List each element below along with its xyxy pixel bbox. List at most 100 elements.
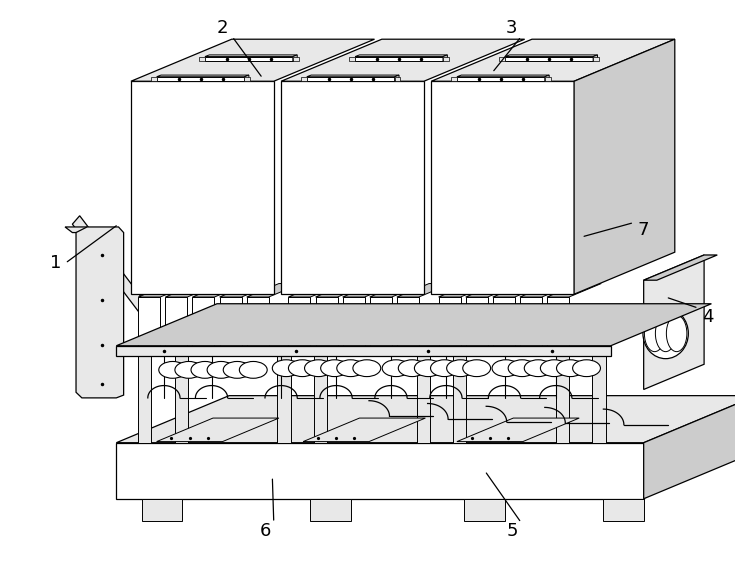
Polygon shape [65,227,94,233]
Polygon shape [138,297,160,353]
Polygon shape [156,77,244,82]
Ellipse shape [556,360,584,376]
Polygon shape [395,78,401,81]
Polygon shape [293,57,299,61]
Ellipse shape [573,360,601,376]
Polygon shape [556,356,569,443]
Polygon shape [644,255,704,389]
Ellipse shape [655,315,676,351]
Polygon shape [349,57,355,61]
Ellipse shape [463,360,491,376]
Polygon shape [220,297,241,353]
Polygon shape [76,227,124,398]
Ellipse shape [524,360,552,376]
Text: 5: 5 [506,522,517,540]
Polygon shape [397,297,418,353]
Polygon shape [457,418,579,441]
Polygon shape [545,78,551,81]
Polygon shape [246,297,269,353]
Polygon shape [117,396,738,443]
Text: 1: 1 [50,254,61,272]
Polygon shape [307,77,395,82]
Polygon shape [193,284,246,297]
Polygon shape [355,55,447,57]
Polygon shape [342,297,365,353]
Polygon shape [165,284,220,297]
Polygon shape [165,297,187,353]
Ellipse shape [239,362,267,378]
Polygon shape [303,418,425,441]
Polygon shape [301,78,307,81]
Text: 3: 3 [506,19,517,37]
Polygon shape [316,297,337,353]
Ellipse shape [207,362,235,378]
Ellipse shape [415,360,442,376]
Polygon shape [506,57,593,61]
Polygon shape [397,284,451,297]
Polygon shape [370,284,424,297]
Polygon shape [451,78,457,81]
Text: 6: 6 [259,522,271,540]
Polygon shape [464,499,505,521]
Ellipse shape [337,360,365,376]
Polygon shape [443,55,447,61]
Ellipse shape [175,362,203,378]
Ellipse shape [644,315,665,351]
Polygon shape [293,55,297,61]
Ellipse shape [223,362,251,378]
Polygon shape [281,82,424,294]
Polygon shape [417,356,430,443]
Polygon shape [205,55,297,57]
Polygon shape [547,297,569,353]
Polygon shape [593,57,599,61]
Ellipse shape [399,360,426,376]
Polygon shape [431,39,675,82]
Polygon shape [520,297,542,353]
Ellipse shape [446,360,475,376]
Polygon shape [289,284,342,297]
Polygon shape [246,284,301,297]
Polygon shape [314,356,327,443]
Ellipse shape [320,360,348,376]
Polygon shape [644,396,738,499]
Polygon shape [289,297,311,353]
Text: 4: 4 [702,308,713,325]
Polygon shape [138,356,151,443]
Polygon shape [117,346,611,356]
Polygon shape [142,499,182,521]
Ellipse shape [492,360,520,376]
Polygon shape [547,284,601,297]
Polygon shape [311,499,351,521]
Polygon shape [199,57,205,61]
Polygon shape [457,77,545,82]
Polygon shape [493,297,515,353]
Ellipse shape [666,315,687,351]
Polygon shape [205,57,293,61]
Polygon shape [117,443,644,499]
Polygon shape [457,75,549,77]
Polygon shape [156,418,279,441]
Polygon shape [593,356,606,443]
Polygon shape [443,57,449,61]
Ellipse shape [305,360,332,376]
Polygon shape [500,57,506,61]
Polygon shape [138,284,193,297]
Ellipse shape [289,360,317,376]
Ellipse shape [159,362,187,378]
Polygon shape [506,55,598,57]
Ellipse shape [540,360,568,376]
Polygon shape [117,304,711,346]
Polygon shape [175,356,188,443]
Polygon shape [307,75,399,77]
Polygon shape [593,55,598,61]
Polygon shape [220,284,274,297]
Polygon shape [604,499,644,521]
Polygon shape [574,39,675,294]
Text: 2: 2 [217,19,228,37]
Polygon shape [395,75,399,82]
Polygon shape [466,284,520,297]
Polygon shape [72,216,160,331]
Polygon shape [438,284,493,297]
Text: 7: 7 [638,221,649,239]
Polygon shape [131,39,374,82]
